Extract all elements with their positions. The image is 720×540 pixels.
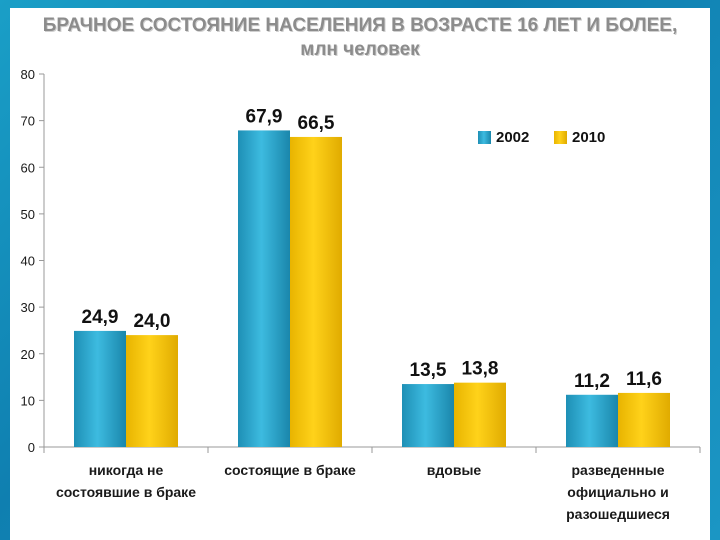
data-label: 66,5 [298, 113, 335, 134]
category-label: вдовые [427, 462, 482, 478]
y-tick-label: 10 [21, 393, 35, 408]
bar-2010-1 [290, 136, 342, 447]
bar-2002-2 [402, 384, 454, 447]
legend-label-2010: 2010 [572, 129, 605, 146]
data-label: 24,0 [134, 311, 171, 332]
slide: БРАЧНОЕ СОСТОЯНИЕ НАСЕЛЕНИЯ В ВОЗРАСТЕ 1… [10, 8, 710, 540]
y-tick-label: 50 [21, 207, 35, 222]
y-tick-label: 70 [21, 114, 35, 129]
category-label: состоящие в браке [224, 462, 356, 478]
data-label: 24,9 [82, 307, 119, 328]
legend-label-2002: 2002 [496, 129, 529, 146]
bar-2002-0 [74, 330, 126, 447]
legend-swatch-2010 [554, 131, 567, 144]
data-label: 11,2 [574, 371, 610, 392]
bar-2010-3 [618, 392, 670, 447]
category-label: разведенные официально и разошедшиеся [566, 462, 670, 522]
y-tick-label: 40 [21, 254, 35, 269]
data-label: 13,5 [410, 360, 447, 381]
bar-2010-2 [454, 382, 506, 447]
legend-swatch-2002 [478, 131, 491, 144]
chart-title-line: БРАЧНОЕ СОСТОЯНИЕ НАСЕЛЕНИЯ В ВОЗРАСТЕ 1… [42, 15, 678, 36]
chart-title: БРАЧНОЕ СОСТОЯНИЕ НАСЕЛЕНИЯ В ВОЗРАСТЕ 1… [10, 14, 710, 62]
data-label: 13,8 [462, 359, 499, 380]
chart-subtitle: млн человек [300, 39, 420, 60]
y-tick-label: 60 [21, 160, 35, 175]
y-tick-label: 80 [21, 67, 35, 82]
bar-2002-3 [566, 394, 618, 447]
data-label: 67,9 [246, 106, 283, 127]
data-label: 11,6 [626, 369, 662, 390]
y-tick-label: 20 [21, 347, 35, 362]
category-label: никогда не состоявшие в браке [56, 462, 196, 500]
y-tick-label: 30 [21, 300, 35, 315]
bar-2002-1 [238, 130, 290, 447]
bar-2010-0 [126, 335, 178, 447]
y-tick-label: 0 [28, 440, 35, 455]
